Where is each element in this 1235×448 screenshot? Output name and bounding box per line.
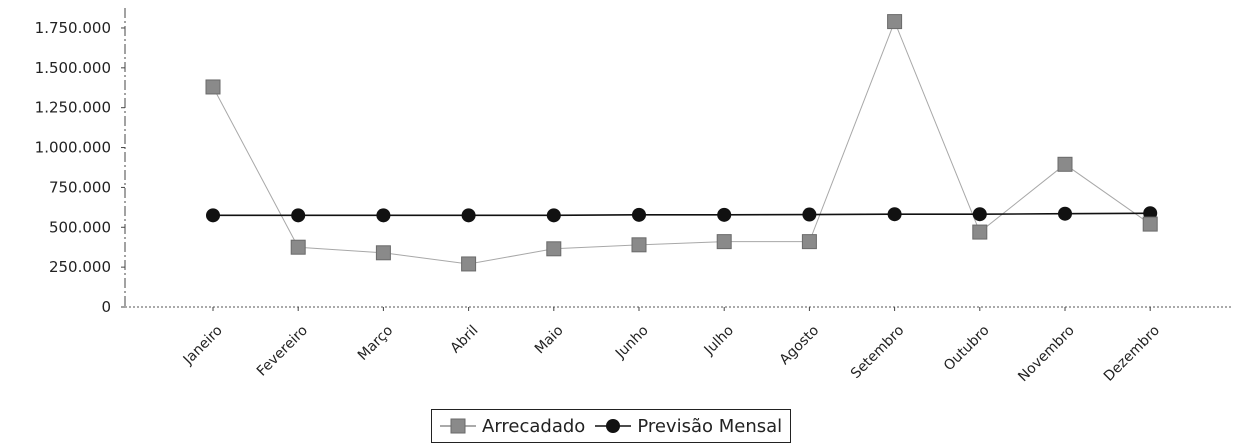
arrecadado-point — [801, 234, 817, 250]
x-tick-label: Março — [355, 323, 396, 364]
circle-marker-icon — [595, 419, 632, 433]
previsao-mensal-point — [206, 208, 220, 223]
arrecadado-point — [1057, 156, 1073, 172]
legend-item-arrecadado: Arrecadado — [438, 416, 585, 437]
line-chart: 0 250.000 500.000 750.000 1.000.000 1.250.000… — [35, 8, 1232, 386]
y-tick-label: 1.500.000 — [35, 59, 111, 77]
y-tick-label: 750.000 — [49, 178, 111, 196]
previsao-mensal-point — [546, 208, 561, 223]
previsao-mensal-point — [802, 207, 817, 222]
arrecadado-point — [716, 234, 732, 250]
previsao-mensal-point — [291, 208, 306, 223]
arrecadado-point — [546, 241, 562, 257]
legend-item-previsao-mensal: Previsão Mensal — [593, 416, 782, 437]
x-tick-label: Janeiro — [180, 323, 226, 369]
arrecadado-point — [887, 14, 903, 30]
x-axis: Janeiro Fevereiro Março Abril Maio Junho Julho… — [125, 306, 1232, 386]
arrecadado-point — [1142, 216, 1158, 232]
legend-label-arrecadado: Arrecadado — [482, 415, 586, 437]
previsao-mensal-point — [632, 207, 646, 222]
x-tick-label: Junho — [612, 323, 652, 363]
y-tick-label: 250.000 — [49, 258, 111, 276]
series-line-arrecadado — [212, 20, 1151, 265]
previsao-mensal-point — [461, 208, 476, 223]
x-tick-label: Abril — [447, 323, 481, 357]
arrecadado-point — [972, 224, 988, 240]
arrecadado-point — [631, 237, 647, 253]
x-tick-label: Dezembro — [1101, 323, 1163, 385]
previsao-mensal-point — [887, 207, 902, 222]
arrecadado-point — [290, 239, 306, 255]
x-tick-label: Novembro — [1015, 323, 1078, 386]
x-tick-label: Maio — [532, 323, 567, 358]
x-tick-label: Agosto — [777, 323, 823, 369]
x-tick-label: Julho — [701, 323, 737, 359]
y-tick-label: 1.750.000 — [35, 19, 111, 37]
plot-area — [205, 14, 1158, 272]
previsao-mensal-point — [717, 207, 732, 222]
y-tick-label: 500.000 — [49, 218, 111, 236]
x-tick-label: Setembro — [848, 323, 907, 382]
series-line-previsao-mensal — [213, 212, 1151, 217]
legend: Arrecadado Previsão Mensal — [431, 409, 792, 443]
arrecadado-point — [375, 245, 391, 261]
y-tick-label: 1.000.000 — [35, 139, 111, 157]
legend-label-previsao-mensal: Previsão Mensal — [637, 415, 783, 437]
arrecadado-point — [205, 79, 221, 95]
y-tick-label: 1.250.000 — [35, 99, 111, 117]
arrecadado-point — [461, 256, 477, 272]
square-marker-icon — [440, 418, 476, 434]
y-tick-label: 0 — [101, 298, 111, 316]
previsao-mensal-point — [1058, 206, 1072, 221]
previsao-mensal-point — [972, 207, 987, 222]
x-tick-label: Fevereiro — [254, 323, 311, 380]
y-axis: 0 250.000 500.000 750.000 1.000.000 1.250.000… — [35, 8, 126, 316]
x-tick-label: Outubro — [941, 323, 993, 375]
previsao-mensal-point — [376, 208, 391, 223]
